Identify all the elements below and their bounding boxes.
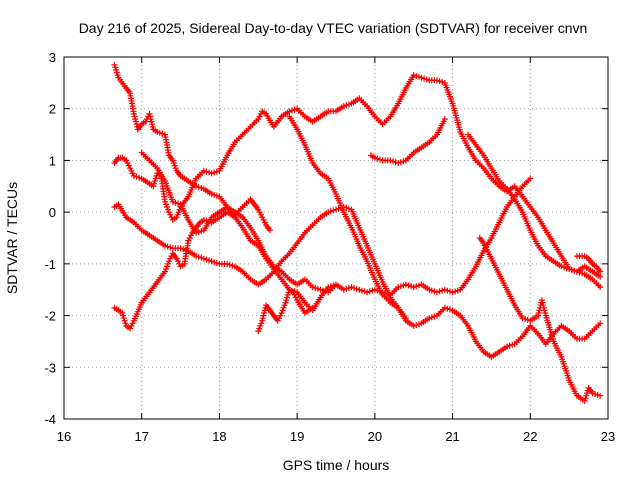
x-tick-label: 22 xyxy=(523,429,537,444)
x-tick-label: 23 xyxy=(601,429,615,444)
series-plus-markers xyxy=(465,131,604,291)
y-tick-label: -4 xyxy=(44,412,56,427)
x-tick-label: 21 xyxy=(445,429,459,444)
series-plus-markers xyxy=(111,61,273,234)
y-tick-label: -2 xyxy=(44,309,56,324)
series-track-1 xyxy=(111,61,273,234)
series-layer xyxy=(111,61,604,404)
y-tick-label: -3 xyxy=(44,360,56,375)
y-tick-label: 1 xyxy=(49,153,56,168)
series-track-8 xyxy=(368,116,448,166)
x-tick-label: 16 xyxy=(57,429,71,444)
y-tick-label: 3 xyxy=(49,50,56,65)
x-tick-label: 19 xyxy=(290,429,304,444)
series-track-5 xyxy=(138,149,339,296)
series-track-6 xyxy=(255,286,316,335)
x-axis-label: GPS time / hours xyxy=(283,457,390,473)
y-tick-label: 2 xyxy=(49,102,56,117)
series-track-9 xyxy=(465,131,604,291)
x-tick-label: 18 xyxy=(212,429,226,444)
x-tick-label: 17 xyxy=(134,429,148,444)
series-trace xyxy=(479,237,601,403)
x-tick-label: 20 xyxy=(368,429,382,444)
plot-frame xyxy=(63,56,609,420)
y-axis-label: SDTVAR / TECUs xyxy=(4,182,20,294)
series-track-2 xyxy=(111,72,604,280)
series-trace xyxy=(114,177,531,330)
series-plus-markers xyxy=(476,235,604,404)
series-plus-markers xyxy=(255,286,316,335)
series-plus-markers xyxy=(111,201,604,360)
y-tick-label: -1 xyxy=(44,257,56,272)
series-plus-markers xyxy=(573,253,604,275)
chart-title: Day 216 of 2025, Sidereal Day-to-day VTE… xyxy=(79,20,588,36)
series-plus-markers xyxy=(138,149,339,296)
y-tick-label: 0 xyxy=(49,205,56,220)
series-track-10 xyxy=(476,235,604,404)
series-plus-markers xyxy=(286,113,409,322)
series-track-7 xyxy=(286,113,409,322)
series-plus-markers xyxy=(368,116,448,166)
series-plus-markers xyxy=(111,72,604,280)
series-track-3 xyxy=(111,201,604,360)
series-track-11 xyxy=(573,253,604,275)
